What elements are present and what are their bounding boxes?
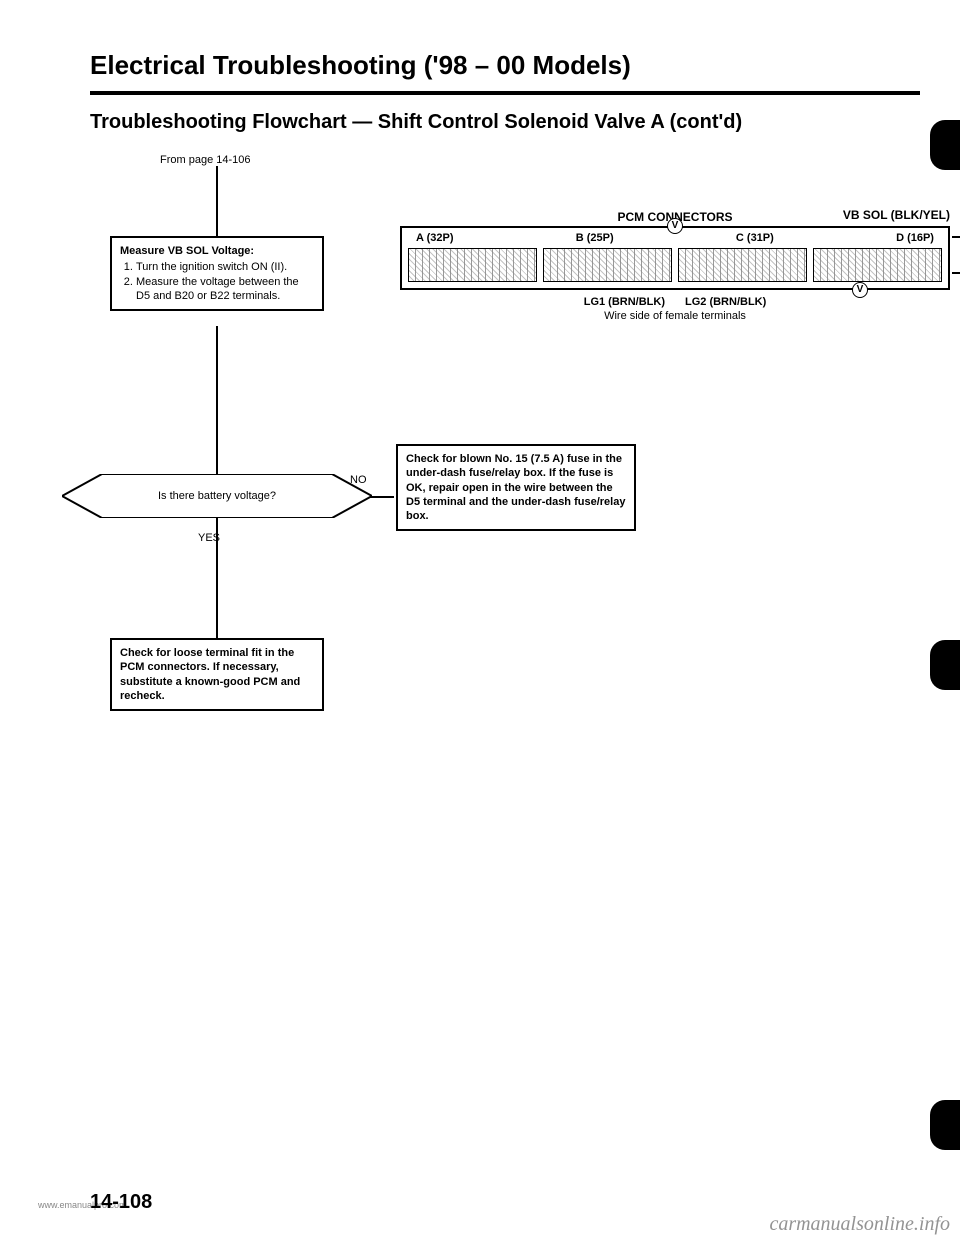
decision-text: Is there battery voltage? [62, 474, 372, 518]
conn-a-label: A (32P) [416, 232, 454, 244]
conn-c-label: C (31P) [736, 232, 774, 244]
result-check-terminal: Check for loose terminal fit in the PCM … [110, 638, 324, 711]
section-title: Troubleshooting Flowchart — Shift Contro… [90, 111, 920, 134]
pcm-connectors-diagram: PCM CONNECTORS VB SOL (BLK/YEL) V A (32P… [400, 210, 950, 322]
thumb-tab [930, 120, 960, 170]
step-measure-voltage: Measure VB SOL Voltage: Turn the ignitio… [110, 236, 324, 311]
voltage-circle-icon: V [852, 282, 868, 298]
connector-d [813, 248, 942, 282]
connector-b [543, 248, 672, 282]
step-item: Measure the voltage between the D5 and B… [136, 275, 314, 304]
conn-d-label: D (16P) [896, 232, 934, 244]
content-area: From page 14-106 Measure VB SOL Voltage:… [90, 154, 920, 754]
voltage-circle-icon: V [667, 218, 683, 234]
decision-battery-voltage: Is there battery voltage? [62, 474, 372, 518]
connector-side-tab [952, 236, 960, 274]
flow-line [216, 326, 218, 474]
divider [90, 91, 920, 95]
page-number: 14-108 [90, 1191, 152, 1214]
lg2-label: LG2 (BRN/BLK) [685, 296, 766, 308]
page-title: Electrical Troubleshooting ('98 – 00 Mod… [90, 50, 920, 81]
conn-b-label: B (25P) [576, 232, 614, 244]
thumb-tab [930, 1100, 960, 1150]
vb-sol-label: VB SOL (BLK/YEL) [843, 208, 950, 222]
page: Electrical Troubleshooting ('98 – 00 Mod… [0, 0, 960, 1242]
step-item: Turn the ignition switch ON (II). [136, 260, 314, 274]
step-title: Measure VB SOL Voltage: [120, 244, 314, 258]
label-no: NO [350, 474, 367, 486]
result-check-fuse: Check for blown No. 15 (7.5 A) fuse in t… [396, 444, 636, 531]
connector-frame: V A (32P) B (25P) C (31P) D (16P) V [400, 226, 950, 290]
connector-c [678, 248, 807, 282]
watermark-right: carmanualsonline.info [769, 1213, 950, 1236]
from-label: From page 14-106 [160, 154, 251, 166]
flow-line [216, 518, 218, 638]
connector-a [408, 248, 537, 282]
flow-line [370, 496, 394, 498]
flow-line [216, 166, 218, 236]
thumb-tab [930, 640, 960, 690]
lg1-label: LG1 (BRN/BLK) [584, 296, 665, 308]
wire-side-label: Wire side of female terminals [400, 310, 950, 322]
